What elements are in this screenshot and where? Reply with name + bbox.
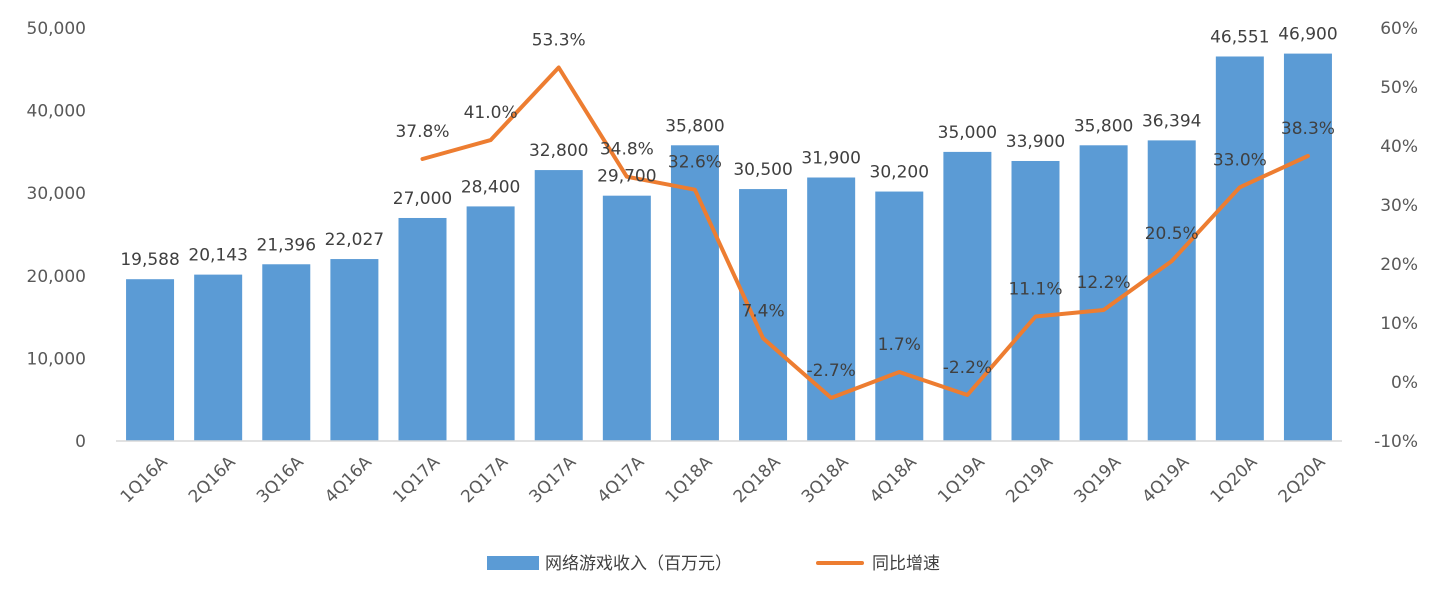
bar [534,170,583,441]
line-data-label: 53.3% [532,31,586,51]
x-axis-tick: 1Q16A [117,452,172,507]
legend-line-label: 同比增速 [872,554,940,574]
bar-data-label: 31,900 [801,149,860,169]
growth-line [420,65,1310,400]
right-axis-tick: 10% [1380,314,1418,334]
legend-bar-swatch [487,556,539,570]
line-data-label: 11.1% [1008,280,1062,300]
bar-data-label: 33,900 [1006,132,1065,152]
x-axis-tick: 4Q16A [321,452,376,507]
x-axis-tick: 2Q16A [185,452,240,507]
x-axis-tick: 4Q18A [866,452,921,507]
bar [126,279,175,441]
bar [739,189,788,441]
x-axis-tick: 2Q17A [457,452,512,507]
line-data-label: -2.7% [807,361,856,381]
x-axis-tick: 2Q20A [1275,452,1330,507]
bar-data-label: 46,551 [1210,27,1269,47]
line-data-label: 1.7% [878,335,921,355]
x-axis-tick: 3Q18A [798,452,853,507]
right-axis: -10% 0% 10% 20% 30% 40% 50% 60% [1374,19,1418,452]
bar-data-label: 36,394 [1142,111,1201,131]
bar [398,217,447,441]
line-data-labels: 37.8% 41.0% 53.3% 34.8% 32.6% 7.4% -2.7% 1.7% -2… [395,31,1334,381]
bar-data-label: 21,396 [257,235,316,255]
bar [1011,160,1060,441]
x-axis-tick: 1Q19A [934,452,989,507]
x-axis-tick: 3Q17A [525,452,580,507]
line-data-label: 34.8% [600,140,654,160]
bar-data-label: 32,800 [529,141,588,161]
right-axis-tick: 50% [1380,78,1418,98]
bar-data-label: 46,900 [1278,25,1337,45]
line-data-label: -2.2% [943,358,992,378]
line-data-label: 20.5% [1145,224,1199,244]
bar-data-label: 35,800 [665,116,724,136]
right-axis-tick: 40% [1380,137,1418,157]
bar [466,206,515,441]
bar [875,191,924,441]
line-data-label: 7.4% [741,301,784,321]
bar [1147,140,1196,441]
left-axis-tick: 20,000 [27,267,86,287]
right-axis-tick: 30% [1380,196,1418,216]
x-axis-tick: 4Q19A [1138,452,1193,507]
x-axis-tick: 1Q20A [1207,452,1262,507]
bar-data-label: 28,400 [461,177,520,197]
bar-data-label: 30,500 [733,160,792,180]
x-axis-tick: 3Q19A [1070,452,1125,507]
bar [602,195,651,441]
legend: 网络游戏收入（百万元） 同比增速 [487,554,940,574]
bar-data-label: 29,700 [597,167,656,187]
left-axis-tick: 40,000 [27,102,86,122]
x-axis-tick: 2Q18A [730,452,785,507]
line-data-label: 32.6% [668,153,722,173]
line-data-label: 37.8% [395,122,449,142]
bar-data-label: 22,027 [325,230,384,250]
x-axis-ticks: 1Q16A 2Q16A 3Q16A 4Q16A 1Q17A 2Q17A 3Q17A 4Q17A… [117,452,1330,507]
bar [1283,53,1332,442]
bar-data-labels: 19,588 20,143 21,396 22,027 27,000 28,400 32,8… [120,25,1337,271]
bar [194,274,243,441]
line-data-label: 38.3% [1281,119,1335,139]
bar-data-label: 27,000 [393,189,452,209]
x-axis-tick: 4Q17A [594,452,649,507]
right-axis-tick: 60% [1380,19,1418,39]
legend-bar-label: 网络游戏收入（百万元） [545,554,732,574]
x-axis-tick: 1Q18A [662,452,717,507]
x-axis-tick: 2Q19A [1002,452,1057,507]
bar-data-label: 20,143 [188,246,247,266]
left-axis-tick: 50,000 [27,19,86,39]
x-axis-tick: 3Q16A [253,452,308,507]
line-data-label: 33.0% [1213,150,1267,170]
bar-data-label: 30,200 [870,163,929,183]
bar-data-label: 19,588 [120,250,179,270]
line-data-label: 41.0% [464,103,518,123]
left-axis-tick: 0 [75,432,86,452]
right-axis-tick: -10% [1374,432,1418,452]
left-axis-tick: 30,000 [27,184,86,204]
right-axis-tick: 0% [1391,373,1418,393]
bar [807,177,856,442]
line-data-label: 12.2% [1077,273,1131,293]
right-axis-tick: 20% [1380,255,1418,275]
bar [943,151,992,441]
x-axis-tick: 1Q17A [389,452,444,507]
bar [262,264,311,441]
bar-data-label: 35,800 [1074,116,1133,136]
line-series [420,65,1310,400]
bar-data-label: 35,000 [938,123,997,143]
left-axis: 0 10,000 20,000 30,000 40,000 50,000 [27,19,86,452]
bar [330,259,379,441]
bar [1079,145,1128,442]
bar [1215,56,1264,441]
left-axis-tick: 10,000 [27,349,86,369]
